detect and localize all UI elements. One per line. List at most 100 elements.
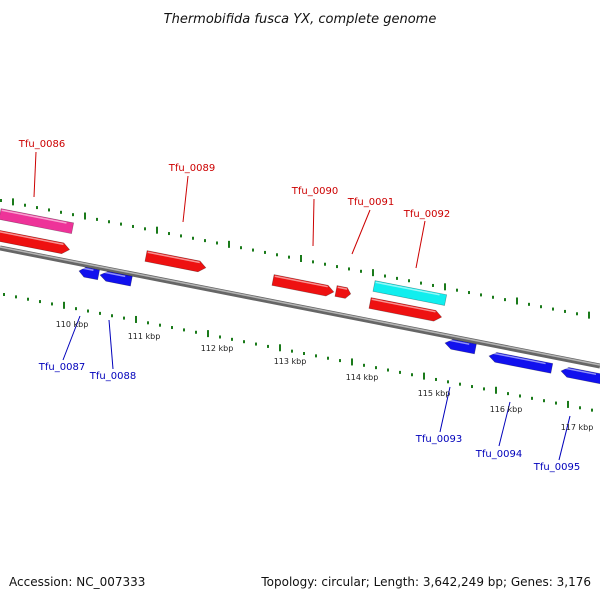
inner-tick (555, 401, 557, 405)
outer-tick (576, 312, 578, 316)
outer-tick-row (0, 198, 590, 319)
genome-backbone (0, 245, 600, 369)
gene-tfu-0091 (334, 285, 352, 299)
outer-tick (96, 217, 98, 221)
outer-tick (72, 213, 74, 217)
outer-tick (480, 293, 482, 297)
accession-text: Accession: NC_007333 (9, 575, 145, 589)
inner-tick (351, 358, 353, 366)
outer-tick (384, 274, 386, 278)
inner-tick (303, 352, 305, 355)
outer-tick (324, 262, 326, 266)
outer-tick (108, 220, 110, 224)
inner-tick (327, 356, 329, 360)
inner-tick (279, 344, 281, 352)
outer-tick (588, 311, 590, 319)
inner-tick (411, 373, 413, 377)
inner-tick (567, 400, 569, 408)
leader-line (312, 198, 315, 247)
outer-tick (36, 206, 38, 210)
outer-tick (132, 224, 134, 228)
outer-tick (300, 255, 302, 262)
inner-tick (291, 349, 293, 353)
scale-label: 112 kbp (201, 344, 234, 353)
outer-tick (240, 246, 242, 250)
gene-label-tfu-0088: Tfu_0088 (89, 371, 136, 382)
gene-tfu-0095 (560, 367, 600, 385)
outer-tick (156, 226, 158, 234)
outer-tick (420, 281, 422, 285)
inner-tick (375, 366, 377, 370)
inner-tick (471, 385, 473, 389)
outer-tick (528, 302, 530, 306)
gene-label-tfu-0090: Tfu_0090 (291, 186, 338, 197)
inner-tick (387, 368, 389, 372)
outer-tick (24, 203, 26, 207)
inner-tick (423, 372, 425, 380)
leader-line (33, 151, 37, 198)
outer-tick (504, 298, 506, 302)
gene-tfu-0086 (0, 208, 75, 235)
inner-tick (171, 326, 173, 330)
inner-tick (255, 342, 257, 346)
outer-tick (348, 267, 350, 271)
inner-tick (579, 406, 581, 410)
inner-tick (75, 307, 77, 311)
gene-tfu-0093 (444, 339, 477, 355)
inner-tick (135, 315, 137, 323)
scale-label: 111 kbp (128, 332, 161, 341)
genome-summary-text: Topology: circular; Length: 3,642,249 bp… (260, 575, 591, 589)
gene-leaders: Tfu_0086 Tfu_0089 Tfu_0090 Tfu_0091 Tfu_0092… (18, 139, 580, 473)
inner-tick (459, 382, 461, 386)
gene-cds-red (0, 229, 71, 255)
inner-tick (39, 300, 41, 304)
inner-tick (63, 301, 65, 309)
gene-label-tfu-0092: Tfu_0092 (403, 209, 450, 220)
outer-tick (492, 295, 494, 299)
gene-cds-red-2 (368, 297, 443, 322)
inner-tick (267, 344, 269, 348)
outer-tick (264, 250, 266, 254)
outer-tick (456, 288, 458, 292)
inner-tick (447, 380, 449, 384)
inner-tick-row (3, 293, 593, 412)
outer-tick (228, 240, 230, 248)
inner-tick (399, 370, 401, 374)
genome-backbone-highlight (0, 246, 600, 366)
gene-label-tfu-0093: Tfu_0093 (415, 434, 462, 445)
outer-tick (60, 210, 62, 214)
gene-label-tfu-0094: Tfu_0094 (475, 449, 522, 460)
inner-tick (87, 309, 89, 313)
inner-tick (591, 408, 593, 412)
gene-label-tfu-0091: Tfu_0091 (347, 197, 394, 208)
inner-tick (195, 330, 197, 334)
inner-tick (231, 337, 233, 341)
inner-tick (435, 377, 437, 381)
outer-tick (252, 248, 254, 252)
gene-label-tfu-0087: Tfu_0087 (38, 362, 85, 373)
inner-tick (243, 340, 245, 344)
outer-tick (48, 208, 50, 212)
outer-tick (288, 255, 290, 259)
leader-line (498, 401, 511, 447)
inner-tick (99, 311, 101, 315)
gene-tfu-0088 (99, 271, 133, 287)
gene-label-tfu-0095: Tfu_0095 (533, 462, 580, 473)
outer-tick (192, 236, 194, 240)
outer-tick (360, 269, 362, 273)
gene-features (0, 208, 600, 385)
inner-tick (219, 335, 221, 339)
outer-tick (564, 309, 566, 313)
inner-tick (207, 330, 209, 338)
outer-tick (408, 279, 410, 283)
scale-label: 110 kbp (56, 320, 89, 329)
outer-tick (168, 232, 170, 236)
outer-tick (312, 260, 314, 264)
inner-tick (339, 359, 341, 363)
inner-tick (507, 392, 509, 396)
outer-tick (516, 297, 518, 305)
outer-tick (12, 198, 14, 206)
outer-tick (372, 269, 374, 277)
outer-tick (276, 253, 278, 257)
